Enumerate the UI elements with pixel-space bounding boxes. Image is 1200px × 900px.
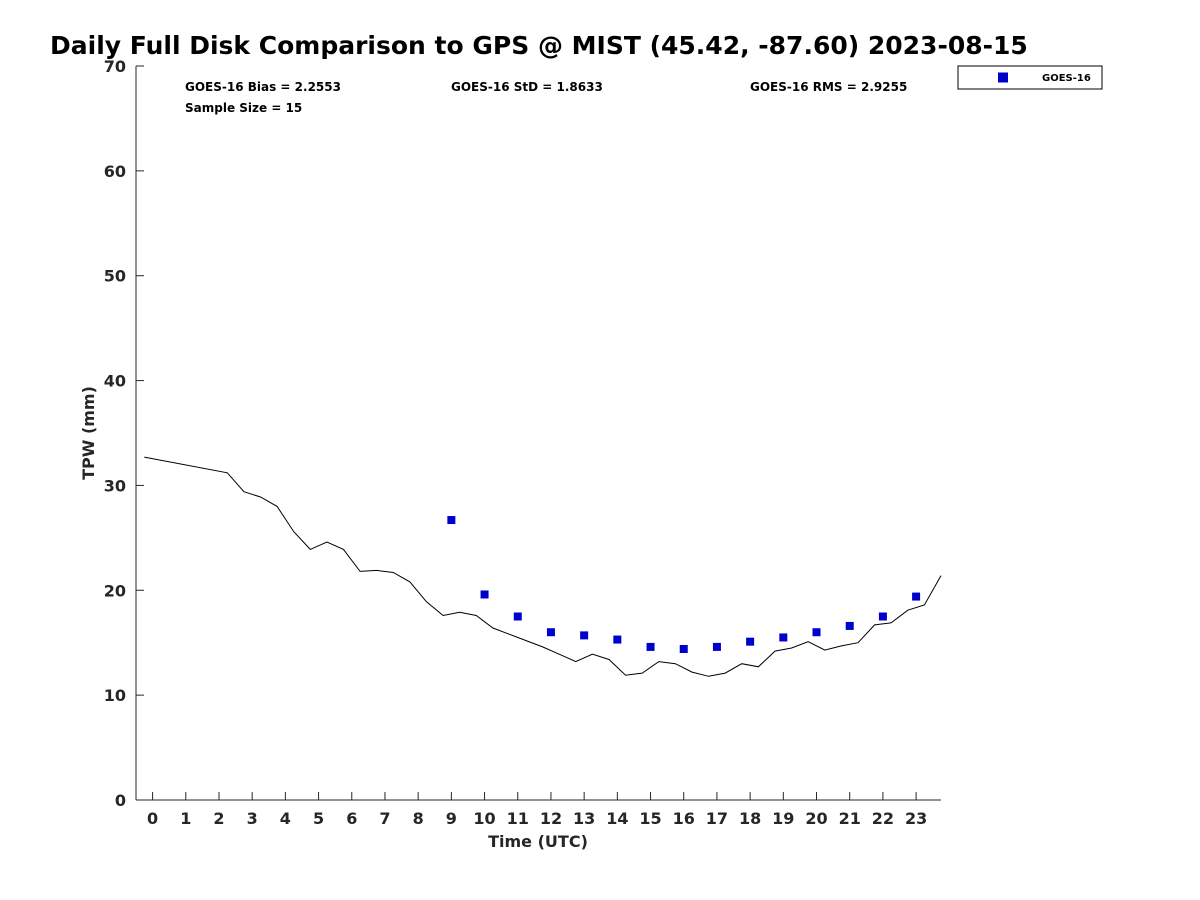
goes16-point-hour-13 [580,631,589,640]
x-tick-label-14: 14 [606,809,628,828]
chart-title: Daily Full Disk Comparison to GPS @ MIST… [50,31,1028,60]
goes16-point-hour-14 [613,635,622,644]
goes16-point-hour-22 [878,612,887,621]
goes16-point-hour-11 [513,612,522,621]
y-tick-label-10: 10 [104,686,126,705]
y-tick-label-0: 0 [115,791,126,810]
x-axis-label: Time (UTC) [488,832,588,851]
x-tick-label-12: 12 [540,809,562,828]
goes16-point-hour-20 [812,628,821,637]
y-tick-label-20: 20 [104,581,126,600]
y-axis-label: TPW (mm) [79,386,98,480]
y-tick-label-40: 40 [104,372,126,391]
x-tick-label-16: 16 [673,809,695,828]
x-tick-label-8: 8 [413,809,424,828]
y-tick-label-70: 70 [104,57,126,76]
goes16-point-hour-19 [779,633,788,642]
x-tick-label-23: 23 [905,809,927,828]
x-tick-label-18: 18 [739,809,761,828]
goes16-point-hour-18 [746,637,755,646]
x-tick-label-21: 21 [839,809,861,828]
goes16-point-hour-21 [845,621,854,630]
legend-box [957,65,1103,90]
x-tick-label-0: 0 [147,809,158,828]
x-tick-label-11: 11 [507,809,529,828]
y-tick-label-30: 30 [104,476,126,495]
x-tick-label-9: 9 [446,809,457,828]
x-tick-label-19: 19 [772,809,794,828]
y-tick-label-50: 50 [104,267,126,286]
x-tick-label-13: 13 [573,809,595,828]
stat-sample-size: Sample Size = 15 [185,101,302,115]
x-tick-label-3: 3 [247,809,258,828]
goes16-point-hour-23 [912,592,921,601]
x-tick-label-6: 6 [346,809,357,828]
series-line-gps [144,456,942,677]
goes16-point-hour-15 [646,642,655,651]
x-tick-label-15: 15 [639,809,661,828]
goes16-point-hour-17 [712,642,721,651]
stat-rms: GOES-16 RMS = 2.9255 [750,80,907,94]
goes16-point-hour-16 [679,645,688,654]
x-tick-label-4: 4 [280,809,291,828]
x-tick-label-17: 17 [706,809,728,828]
x-tick-label-7: 7 [379,809,390,828]
x-tick-label-2: 2 [213,809,224,828]
legend-label-goes16: GOES-16 [1042,73,1091,84]
x-tick-label-22: 22 [872,809,894,828]
x-tick-label-1: 1 [180,809,191,828]
stat-std: GOES-16 StD = 1.8633 [451,80,603,94]
x-tick-label-5: 5 [313,809,324,828]
goes16-point-hour-12 [546,628,555,637]
x-tick-label-20: 20 [805,809,827,828]
stat-bias: GOES-16 Bias = 2.2553 [185,80,341,94]
legend: GOES-16 [957,65,1103,90]
x-tick-label-10: 10 [473,809,495,828]
goes16-point-hour-9 [447,516,456,525]
legend-marker-goes16 [998,72,1008,83]
y-tick-label-60: 60 [104,162,126,181]
goes16-point-hour-10 [480,590,489,599]
